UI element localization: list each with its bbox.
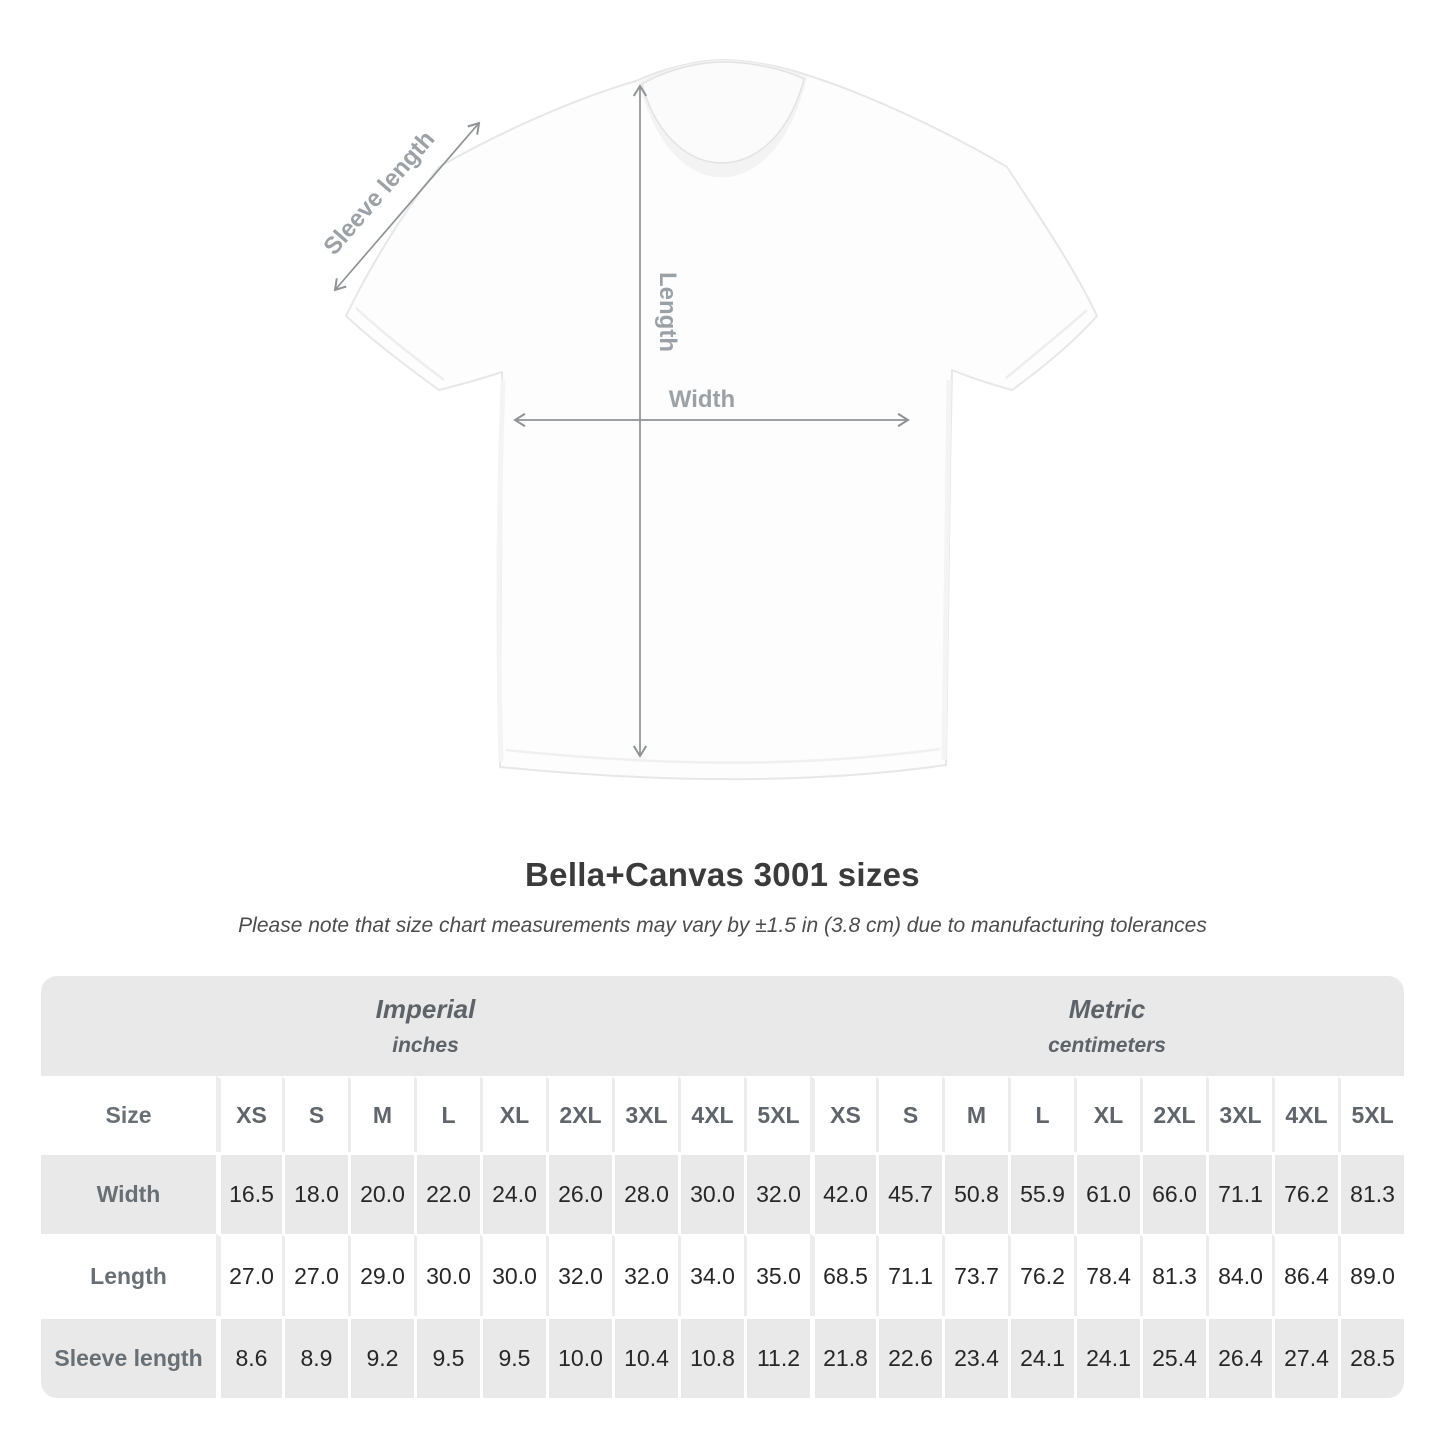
value-cell: 34.0 — [678, 1234, 744, 1316]
size-header-metric-s: S — [876, 1076, 942, 1152]
value-cell: 27.0 — [216, 1234, 282, 1316]
size-chart-table-wrap: Imperial inches Metric centimeters Size XS S M L… — [41, 976, 1405, 1398]
size-header-imperial-4xl: 4XL — [678, 1076, 744, 1152]
value-cell: 30.0 — [480, 1234, 546, 1316]
value-cell: 35.0 — [744, 1234, 810, 1316]
row-length-label: Length — [41, 1234, 216, 1316]
size-chart-table: Imperial inches Metric centimeters Size XS S M L… — [41, 976, 1405, 1398]
size-header-imperial-xl: XL — [480, 1076, 546, 1152]
value-cell: 16.5 — [216, 1152, 282, 1234]
value-cell: 66.0 — [1140, 1152, 1206, 1234]
value-cell: 10.4 — [612, 1316, 678, 1398]
size-header-imperial-2xl: 2XL — [546, 1076, 612, 1152]
unit-header-metric: Metric centimeters — [810, 976, 1405, 1076]
value-cell: 86.4 — [1272, 1234, 1338, 1316]
value-cell: 89.0 — [1338, 1234, 1405, 1316]
value-cell: 21.8 — [810, 1316, 876, 1398]
size-header-metric-m: M — [942, 1076, 1008, 1152]
value-cell: 9.2 — [348, 1316, 414, 1398]
value-cell: 32.0 — [744, 1152, 810, 1234]
unit-sublabel: centimeters — [1048, 1034, 1166, 1057]
value-cell: 20.0 — [348, 1152, 414, 1234]
value-cell: 42.0 — [810, 1152, 876, 1234]
value-cell: 76.2 — [1008, 1234, 1074, 1316]
unit-label: Metric — [1068, 994, 1146, 1024]
row-sleeve-length-label: Sleeve length — [41, 1316, 216, 1398]
tolerance-note: Please note that size chart measurements… — [238, 914, 1207, 937]
size-column-header: Size — [41, 1076, 216, 1152]
value-cell: 18.0 — [282, 1152, 348, 1234]
value-cell: 26.0 — [546, 1152, 612, 1234]
value-cell: 84.0 — [1206, 1234, 1272, 1316]
value-cell: 9.5 — [480, 1316, 546, 1398]
size-header-metric-2xl: 2XL — [1140, 1076, 1206, 1152]
value-cell: 55.9 — [1008, 1152, 1074, 1234]
value-cell: 81.3 — [1338, 1152, 1405, 1234]
tshirt-measurement-diagram: Sleeve length Length Width — [318, 59, 1098, 781]
value-cell: 32.0 — [612, 1234, 678, 1316]
value-cell: 71.1 — [876, 1234, 942, 1316]
value-cell: 68.5 — [810, 1234, 876, 1316]
unit-sublabel: inches — [392, 1034, 459, 1057]
value-cell: 26.4 — [1206, 1316, 1272, 1398]
value-cell: 73.7 — [942, 1234, 1008, 1316]
value-cell: 28.0 — [612, 1152, 678, 1234]
value-cell: 25.4 — [1140, 1316, 1206, 1398]
value-cell: 30.0 — [678, 1152, 744, 1234]
value-cell: 24.1 — [1074, 1316, 1140, 1398]
size-header-imperial-m: M — [348, 1076, 414, 1152]
width-label: Width — [669, 386, 735, 413]
size-header-metric-4xl: 4XL — [1272, 1076, 1338, 1152]
sleeve-length-arrow — [333, 121, 481, 292]
value-cell: 30.0 — [414, 1234, 480, 1316]
size-header-imperial-3xl: 3XL — [612, 1076, 678, 1152]
value-cell: 71.1 — [1206, 1152, 1272, 1234]
unit-header-row: Imperial inches Metric centimeters — [41, 976, 1405, 1076]
row-width: Width 16.5 18.0 20.0 22.0 24.0 26.0 28.0 30.0 32.… — [41, 1152, 1405, 1234]
size-header-metric-5xl: 5XL — [1338, 1076, 1405, 1152]
value-cell: 22.6 — [876, 1316, 942, 1398]
value-cell: 81.3 — [1140, 1234, 1206, 1316]
size-header-metric-l: L — [1008, 1076, 1074, 1152]
value-cell: 28.5 — [1338, 1316, 1405, 1398]
row-sleeve-length: Sleeve length 8.6 8.9 9.2 9.5 9.5 10.0 10.4 10.8… — [41, 1316, 1405, 1398]
value-cell: 27.4 — [1272, 1316, 1338, 1398]
value-cell: 32.0 — [546, 1234, 612, 1316]
size-header-imperial-5xl: 5XL — [744, 1076, 810, 1152]
size-header-imperial-s: S — [282, 1076, 348, 1152]
length-label: Length — [654, 272, 681, 352]
value-cell: 24.0 — [480, 1152, 546, 1234]
value-cell: 24.1 — [1008, 1316, 1074, 1398]
value-cell: 76.2 — [1272, 1152, 1338, 1234]
size-header-metric-3xl: 3XL — [1206, 1076, 1272, 1152]
value-cell: 9.5 — [414, 1316, 480, 1398]
value-cell: 23.4 — [942, 1316, 1008, 1398]
value-cell: 8.9 — [282, 1316, 348, 1398]
value-cell: 10.0 — [546, 1316, 612, 1398]
size-header-metric-xs: XS — [810, 1076, 876, 1152]
size-header-imperial-xs: XS — [216, 1076, 282, 1152]
row-length: Length 27.0 27.0 29.0 30.0 30.0 32.0 32.0 34.0 35… — [41, 1234, 1405, 1316]
value-cell: 45.7 — [876, 1152, 942, 1234]
value-cell: 29.0 — [348, 1234, 414, 1316]
value-cell: 61.0 — [1074, 1152, 1140, 1234]
value-cell: 8.6 — [216, 1316, 282, 1398]
size-header-imperial-l: L — [414, 1076, 480, 1152]
size-header-row: Size XS S M L XL 2XL 3XL 4XL 5XL XS S M L XL 2XL 3XL 4XL 5… — [41, 1076, 1405, 1152]
size-header-metric-xl: XL — [1074, 1076, 1140, 1152]
value-cell: 27.0 — [282, 1234, 348, 1316]
collar-band — [641, 61, 805, 164]
unit-header-imperial: Imperial inches — [41, 976, 810, 1076]
page-title: Bella+Canvas 3001 sizes — [525, 856, 920, 893]
value-cell: 10.8 — [678, 1316, 744, 1398]
value-cell: 78.4 — [1074, 1234, 1140, 1316]
value-cell: 22.0 — [414, 1152, 480, 1234]
value-cell: 11.2 — [744, 1316, 810, 1398]
row-width-label: Width — [41, 1152, 216, 1234]
unit-label: Imperial — [375, 994, 476, 1024]
value-cell: 50.8 — [942, 1152, 1008, 1234]
